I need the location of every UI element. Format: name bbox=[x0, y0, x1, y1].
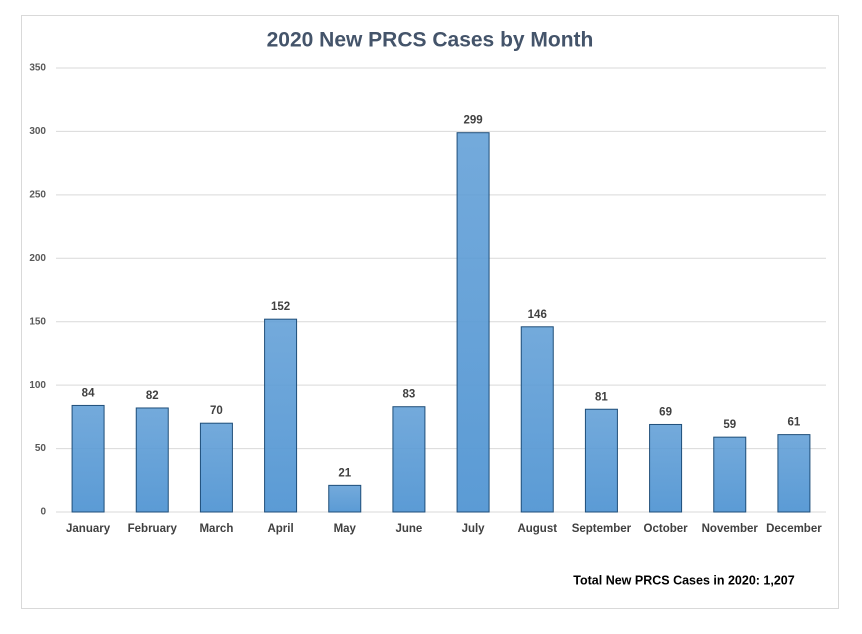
bar bbox=[777, 434, 811, 513]
value-label: 299 bbox=[463, 115, 482, 127]
value-label: 146 bbox=[528, 309, 547, 321]
x-tick-label: November bbox=[702, 523, 759, 535]
bar bbox=[328, 484, 362, 513]
x-tick-label: April bbox=[267, 523, 293, 535]
y-tick-label: 150 bbox=[29, 316, 46, 327]
y-tick-label: 200 bbox=[29, 253, 46, 264]
x-tick-label: May bbox=[334, 523, 357, 535]
x-tick-label: June bbox=[395, 523, 422, 535]
value-label: 84 bbox=[82, 387, 95, 399]
bar bbox=[584, 408, 618, 513]
value-label: 61 bbox=[788, 417, 801, 429]
x-tick-label: December bbox=[766, 523, 822, 535]
bar bbox=[713, 436, 747, 513]
y-tick-label: 50 bbox=[35, 443, 47, 454]
x-tick-label: March bbox=[199, 523, 233, 535]
annotation: Total New PRCS Cases in 2020: 1,207 bbox=[573, 573, 794, 587]
x-tick-label: October bbox=[644, 523, 689, 535]
value-label: 152 bbox=[271, 301, 290, 313]
x-tick-label: September bbox=[572, 523, 632, 535]
bar bbox=[71, 404, 105, 513]
y-tick-label: 100 bbox=[29, 380, 46, 391]
y-tick-label: 300 bbox=[29, 126, 46, 137]
x-tick-label: January bbox=[66, 523, 111, 535]
bar bbox=[392, 406, 426, 513]
y-tick-label: 250 bbox=[29, 189, 46, 200]
y-tick-label: 0 bbox=[40, 507, 46, 518]
bar bbox=[456, 132, 490, 513]
value-label: 69 bbox=[659, 406, 672, 418]
value-label: 21 bbox=[338, 467, 351, 479]
y-tick-label: 350 bbox=[29, 63, 46, 74]
chart-frame bbox=[21, 15, 839, 609]
x-tick-label: August bbox=[517, 523, 557, 535]
x-tick-label: February bbox=[128, 523, 178, 535]
chart-title: 2020 New PRCS Cases by Month bbox=[267, 29, 594, 52]
value-label: 59 bbox=[723, 419, 736, 431]
value-label: 81 bbox=[595, 391, 608, 403]
bar bbox=[135, 407, 169, 513]
bar bbox=[649, 423, 683, 513]
x-tick-label: July bbox=[462, 523, 486, 535]
bar bbox=[199, 422, 233, 513]
value-label: 82 bbox=[146, 390, 159, 402]
value-label: 83 bbox=[403, 389, 416, 401]
value-label: 70 bbox=[210, 405, 223, 417]
bar bbox=[520, 326, 554, 513]
bar bbox=[264, 318, 298, 513]
